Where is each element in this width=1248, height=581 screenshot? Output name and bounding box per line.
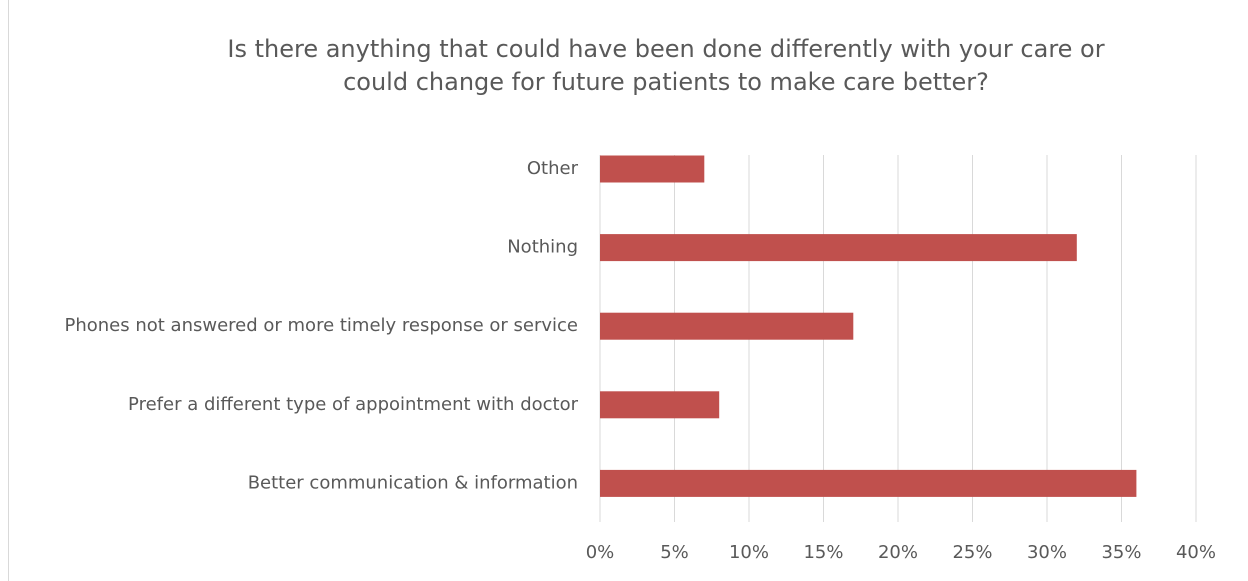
y-tick-label: Better communication & information xyxy=(248,472,578,493)
x-tick-label: 40% xyxy=(1176,542,1216,563)
chart-title: could change for future patients to make… xyxy=(343,68,989,96)
bar xyxy=(600,155,705,183)
x-tick-label: 15% xyxy=(803,542,843,563)
x-tick-label: 0% xyxy=(586,542,615,563)
x-tick-label: 20% xyxy=(878,542,918,563)
y-tick-label: Prefer a different type of appointment w… xyxy=(128,394,579,415)
bar xyxy=(600,391,720,419)
bar xyxy=(600,312,854,340)
x-tick-label: 35% xyxy=(1101,542,1141,563)
y-tick-label: Nothing xyxy=(507,237,578,258)
x-tick-label: 5% xyxy=(660,542,689,563)
x-tick-label: 25% xyxy=(952,542,992,563)
x-tick-label: 30% xyxy=(1027,542,1067,563)
bar xyxy=(600,234,1077,262)
chart-title: Is there anything that could have been d… xyxy=(227,35,1104,63)
y-tick-label: Other xyxy=(527,158,579,179)
x-tick-label: 10% xyxy=(729,542,769,563)
y-tick-label: Phones not answered or more timely respo… xyxy=(64,315,578,336)
bar xyxy=(600,469,1137,497)
